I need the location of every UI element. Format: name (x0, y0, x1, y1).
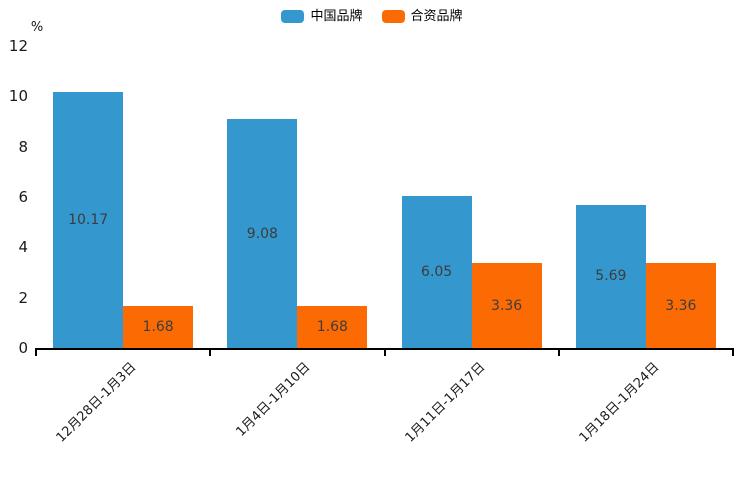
bar-value-label: 1.68 (316, 318, 348, 335)
bar-joint-venture-brand: 1.68 (123, 305, 194, 348)
x-axis-category-label: 1月11日-1月17日 (402, 359, 489, 446)
x-axis-tick (557, 348, 560, 356)
x-axis-category-label: 1月18日-1月24日 (576, 359, 663, 446)
bar-china-brand: 10.17 (53, 92, 124, 348)
bar-value-label: 3.36 (665, 297, 697, 314)
y-axis-tick-label: 10 (8, 87, 28, 106)
legend: 中国品牌 合资品牌 (0, 9, 744, 24)
x-axis-tick (732, 348, 734, 356)
x-axis-tick (209, 348, 212, 356)
x-axis-tick (35, 348, 37, 356)
x-axis-category-label: 1月4日-1月10日 (233, 359, 314, 440)
bar-value-label: 1.68 (142, 318, 174, 335)
y-axis-tick-label: 0 (18, 339, 28, 357)
bar-value-label: 3.36 (491, 297, 523, 314)
bar-china-brand: 5.69 (575, 204, 646, 348)
legend-swatch-china-brand (281, 10, 305, 23)
bar-joint-venture-brand: 3.36 (471, 263, 542, 348)
legend-label: 合资品牌 (410, 9, 463, 24)
bar-value-label: 5.69 (595, 268, 627, 285)
y-axis-tick-label: 12 (8, 37, 28, 55)
bar-china-brand: 9.08 (227, 119, 298, 348)
bar-value-label: 10.17 (68, 212, 109, 229)
bar-value-label: 6.05 (421, 263, 453, 280)
bar-joint-venture-brand: 3.36 (645, 263, 716, 348)
bar-joint-venture-brand: 1.68 (297, 305, 368, 348)
legend-label: 中国品牌 (310, 9, 363, 24)
y-axis-tick-label: 4 (18, 238, 28, 257)
y-axis-tick-label: 6 (18, 188, 28, 206)
y-axis-unit-label: % (30, 20, 44, 35)
legend-item: 合资品牌 (381, 9, 463, 24)
x-axis-category-label: 12月28日-1月3日 (53, 359, 140, 446)
y-axis-tick-label: 8 (18, 137, 28, 156)
legend-item: 中国品牌 (281, 9, 363, 24)
bar-china-brand: 6.05 (401, 195, 472, 348)
bar-value-label: 9.08 (246, 225, 278, 242)
x-axis-tick (383, 348, 386, 356)
legend-swatch-joint-venture-brand (381, 10, 405, 23)
y-axis-tick-label: 2 (18, 288, 28, 307)
